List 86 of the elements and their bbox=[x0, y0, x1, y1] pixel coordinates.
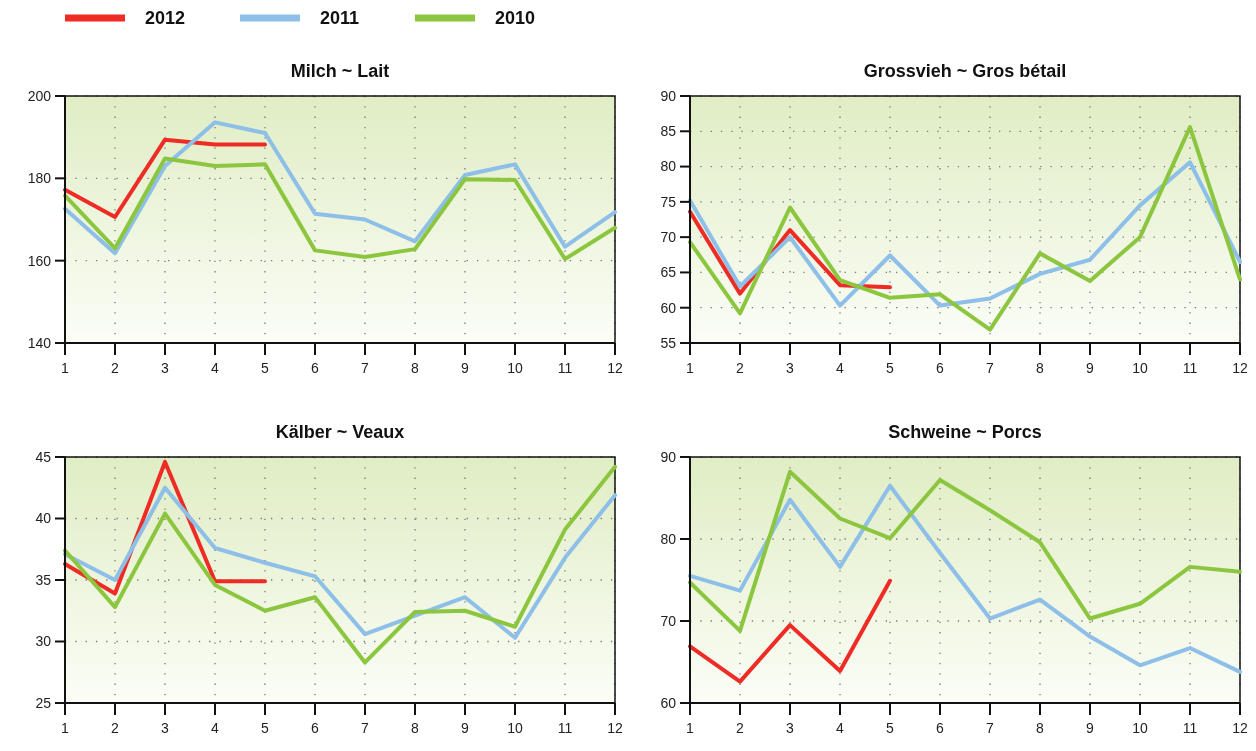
y-tick-label: 140 bbox=[27, 334, 52, 351]
legend-label: 2011 bbox=[320, 8, 360, 29]
x-tick-label: 1 bbox=[61, 360, 70, 376]
x-tick-label: 6 bbox=[936, 720, 945, 736]
x-tick-label: 11 bbox=[557, 360, 573, 376]
x-tick-label: 11 bbox=[557, 720, 573, 736]
x-tick-label: 8 bbox=[1036, 360, 1045, 376]
y-tick-label: 25 bbox=[35, 694, 52, 711]
y-tick-label: 200 bbox=[27, 87, 52, 104]
x-tick-label: 8 bbox=[1036, 720, 1045, 736]
y-tick-label: 45 bbox=[35, 448, 52, 465]
chart-title: Milch ~ Lait bbox=[290, 61, 390, 81]
chart-title: Schweine ~ Porcs bbox=[888, 422, 1042, 442]
line-series bbox=[688, 469, 1242, 633]
x-tick-label: 12 bbox=[1232, 360, 1248, 376]
line-series bbox=[688, 125, 1242, 332]
y-tick-label: 80 bbox=[660, 530, 677, 547]
x-tick-label: 11 bbox=[1182, 360, 1198, 376]
x-tick-label: 3 bbox=[161, 360, 170, 376]
x-tick-label: 2 bbox=[111, 360, 120, 376]
y-tick-label: 65 bbox=[660, 264, 677, 281]
line-series bbox=[688, 578, 892, 684]
x-tick-label: 3 bbox=[161, 720, 170, 736]
x-tick-label: 4 bbox=[836, 720, 845, 736]
x-tick-label: 10 bbox=[507, 360, 523, 376]
y-tick-label: 30 bbox=[35, 633, 52, 650]
y-tick-label: 75 bbox=[660, 193, 677, 210]
y-tick-label: 85 bbox=[660, 123, 677, 140]
y-tick-label: 60 bbox=[660, 694, 677, 711]
x-tick-label: 8 bbox=[411, 360, 420, 376]
x-tick-label: 4 bbox=[211, 720, 220, 736]
x-tick-label: 4 bbox=[211, 360, 220, 376]
x-tick-label: 10 bbox=[507, 720, 523, 736]
x-tick-label: 9 bbox=[461, 720, 470, 736]
x-tick-label: 6 bbox=[311, 720, 320, 736]
x-tick-label: 7 bbox=[986, 720, 995, 736]
y-tick-label: 90 bbox=[660, 448, 677, 465]
x-tick-label: 2 bbox=[736, 720, 745, 736]
line-series bbox=[688, 160, 1242, 308]
x-tick-label: 2 bbox=[111, 720, 120, 736]
x-tick-label: 3 bbox=[786, 720, 795, 736]
x-tick-label: 5 bbox=[261, 360, 270, 376]
x-tick-label: 8 bbox=[411, 720, 420, 736]
x-tick-label: 11 bbox=[1182, 720, 1198, 736]
y-tick-label: 90 bbox=[660, 87, 677, 104]
x-tick-label: 10 bbox=[1132, 360, 1148, 376]
x-tick-label: 9 bbox=[1086, 360, 1095, 376]
legend-label: 2010 bbox=[495, 8, 536, 29]
line-series bbox=[63, 464, 617, 665]
x-tick-label: 7 bbox=[361, 360, 370, 376]
y-tick-label: 60 bbox=[660, 299, 677, 316]
x-tick-label: 5 bbox=[261, 720, 270, 736]
y-tick-label: 35 bbox=[35, 571, 52, 588]
x-tick-label: 9 bbox=[1086, 720, 1095, 736]
chart-title: Kälber ~ Veaux bbox=[275, 422, 405, 442]
chart-title: Grossvieh ~ Gros bétail bbox=[863, 61, 1067, 81]
line-series bbox=[63, 485, 617, 640]
legend-label: 2012 bbox=[145, 8, 186, 29]
x-tick-label: 12 bbox=[607, 720, 623, 736]
y-tick-label: 80 bbox=[660, 158, 677, 175]
x-tick-label: 12 bbox=[1232, 720, 1248, 736]
x-tick-label: 3 bbox=[786, 360, 795, 376]
y-tick-label: 160 bbox=[27, 252, 52, 269]
y-tick-label: 70 bbox=[660, 612, 677, 629]
x-tick-label: 12 bbox=[607, 360, 623, 376]
x-tick-label: 1 bbox=[61, 720, 70, 736]
x-tick-label: 5 bbox=[886, 720, 895, 736]
y-tick-label: 55 bbox=[660, 334, 677, 351]
line-series bbox=[63, 156, 617, 262]
x-tick-label: 6 bbox=[936, 360, 945, 376]
x-tick-label: 1 bbox=[686, 360, 695, 376]
y-tick-label: 180 bbox=[27, 170, 52, 187]
line-series bbox=[63, 137, 267, 220]
x-tick-label: 7 bbox=[361, 720, 370, 736]
y-tick-label: 70 bbox=[660, 229, 677, 246]
x-tick-label: 5 bbox=[886, 360, 895, 376]
line-series bbox=[63, 120, 617, 256]
x-tick-label: 7 bbox=[986, 360, 995, 376]
x-tick-label: 1 bbox=[686, 720, 695, 736]
x-tick-label: 6 bbox=[311, 360, 320, 376]
line-series bbox=[688, 483, 1242, 674]
x-tick-label: 9 bbox=[461, 360, 470, 376]
x-tick-label: 4 bbox=[836, 360, 845, 376]
y-tick-label: 40 bbox=[35, 510, 52, 527]
x-tick-label: 10 bbox=[1132, 720, 1148, 736]
x-tick-label: 2 bbox=[736, 360, 745, 376]
